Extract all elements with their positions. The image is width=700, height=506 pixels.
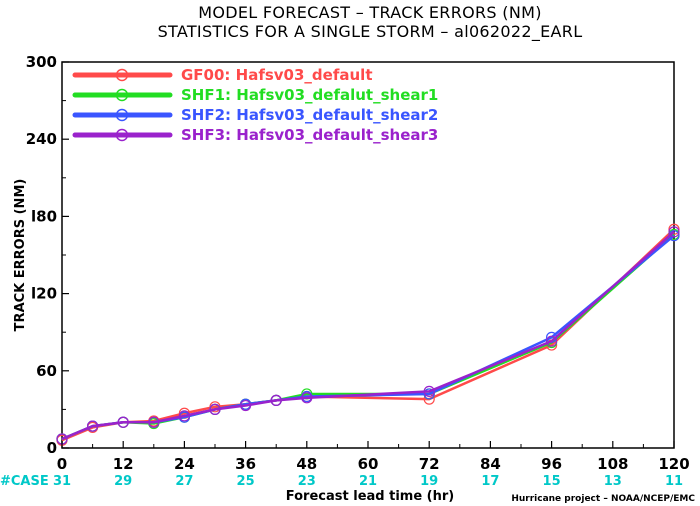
- data-point: [270, 394, 282, 406]
- x-axis-title: Forecast lead time (hr): [286, 489, 454, 504]
- x-tick-label: 60: [358, 455, 379, 473]
- data-point: [423, 388, 435, 400]
- data-point: [209, 401, 221, 413]
- x-tick-label: 0: [57, 455, 67, 473]
- legend: GF00: Hafsv03_default SHF1: Hafsv03_defal…: [72, 66, 438, 144]
- data-point: [668, 223, 680, 235]
- y-tick-label: 300: [26, 53, 57, 71]
- legend-label: SHF3: Hafsv03_default_shear3: [181, 126, 438, 144]
- x-tick-label: 108: [597, 455, 628, 473]
- data-point: [240, 399, 252, 412]
- case-count-label: 15: [543, 474, 561, 489]
- case-count-label: 11: [665, 474, 683, 489]
- y-tick-label: 240: [26, 130, 57, 148]
- case-count-label: 27: [175, 474, 193, 489]
- case-count-label: 21: [359, 474, 377, 489]
- chart-title-line2: STATISTICS FOR A SINGLE STORM – al062022…: [158, 22, 583, 42]
- x-tick-label: 24: [174, 455, 195, 473]
- y-tick-label: 0: [47, 439, 57, 457]
- x-tick-label: 96: [541, 455, 562, 473]
- case-label: #CASE: [0, 474, 49, 489]
- case-count-label: 25: [237, 474, 255, 489]
- axis-ticks: 0311229242736254823602172198417961510813…: [26, 53, 690, 489]
- data-point: [86, 420, 99, 432]
- series-lines: [56, 223, 680, 446]
- data-point: [423, 385, 435, 397]
- series-line-4: [61, 230, 675, 441]
- data-point: [668, 226, 680, 238]
- data-point: [178, 410, 190, 422]
- legend-marker: [115, 128, 129, 142]
- data-point: [148, 416, 160, 428]
- case-count-label: 17: [481, 474, 499, 489]
- case-count-label: 29: [114, 474, 132, 489]
- x-tick-label: 36: [235, 455, 256, 473]
- x-tick-label: 48: [296, 455, 317, 473]
- y-tick-label: l20: [31, 285, 57, 303]
- series-line-2: [61, 233, 675, 441]
- legend-label: SHF1: Hafsv03_defalut_shear1: [181, 86, 438, 104]
- credit-text: Hurricane project – NOAA/NCEP/EMC: [511, 494, 695, 504]
- y-tick-label: l80: [31, 207, 57, 225]
- data-point: [117, 416, 129, 428]
- case-count-label: 31: [53, 474, 71, 489]
- x-tick-label: 72: [419, 455, 440, 473]
- legend-marker: [115, 68, 129, 82]
- case-count-label: 13: [604, 474, 622, 489]
- data-point: [545, 335, 558, 347]
- case-count-label: 19: [420, 474, 438, 489]
- data-point: [301, 392, 313, 404]
- x-tick-label: 84: [480, 455, 501, 473]
- y-tick-label: 60: [36, 362, 57, 380]
- legend-marker: [115, 108, 129, 122]
- legend-label: SHF2: Hafsv03_default_shear2: [181, 106, 438, 124]
- x-tick-label: 12: [113, 455, 134, 473]
- series-line-3: [61, 234, 675, 441]
- legend-label: GF00: Hafsv03_default: [181, 66, 372, 84]
- x-tick-label: 120: [658, 455, 689, 473]
- legend-marker: [115, 88, 129, 102]
- case-count-label: 23: [298, 474, 316, 489]
- y-axis-title: TRACK ERRORS (NM): [13, 179, 28, 332]
- series-line-1: [61, 228, 675, 442]
- data-point: [209, 403, 221, 415]
- chart-title-line1: MODEL FORECAST – TRACK ERRORS (NM): [198, 3, 541, 22]
